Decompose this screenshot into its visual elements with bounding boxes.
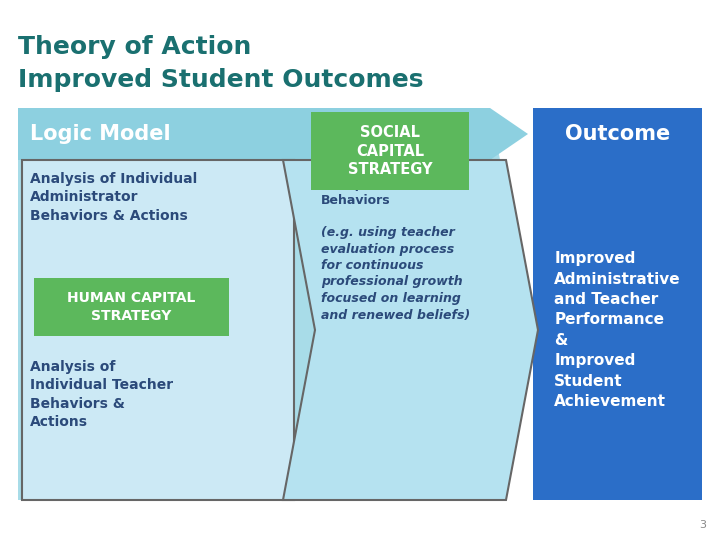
Text: Improved Student Outcomes: Improved Student Outcomes: [18, 68, 423, 92]
Polygon shape: [18, 108, 528, 160]
FancyBboxPatch shape: [34, 278, 229, 336]
Text: SOCIAL
CAPITAL
STRATEGY: SOCIAL CAPITAL STRATEGY: [348, 125, 432, 177]
Text: 3: 3: [699, 520, 706, 530]
FancyBboxPatch shape: [311, 112, 469, 190]
Text: HUMAN CAPITAL
STRATEGY: HUMAN CAPITAL STRATEGY: [67, 292, 196, 322]
Polygon shape: [18, 108, 528, 500]
Text: Analysis of
Individual Teacher
Behaviors &
Actions: Analysis of Individual Teacher Behaviors…: [30, 360, 173, 429]
Text: Logic Model: Logic Model: [30, 124, 171, 144]
FancyBboxPatch shape: [22, 160, 294, 500]
Text: Outcome: Outcome: [565, 124, 670, 144]
Text: Theory of Action: Theory of Action: [18, 35, 251, 59]
Text: Improved
Administrative
and Teacher
Performance
&
Improved
Student
Achievement: Improved Administrative and Teacher Perf…: [554, 251, 681, 409]
Text: Group Actions and
Behaviors: Group Actions and Behaviors: [321, 178, 451, 207]
FancyBboxPatch shape: [533, 160, 702, 500]
Text: (e.g. using teacher
evaluation process
for continuous
professional growth
focuse: (e.g. using teacher evaluation process f…: [321, 226, 470, 321]
Polygon shape: [283, 160, 538, 500]
FancyBboxPatch shape: [533, 108, 702, 160]
Text: Analysis of Individual
Administrator
Behaviors & Actions: Analysis of Individual Administrator Beh…: [30, 172, 197, 223]
